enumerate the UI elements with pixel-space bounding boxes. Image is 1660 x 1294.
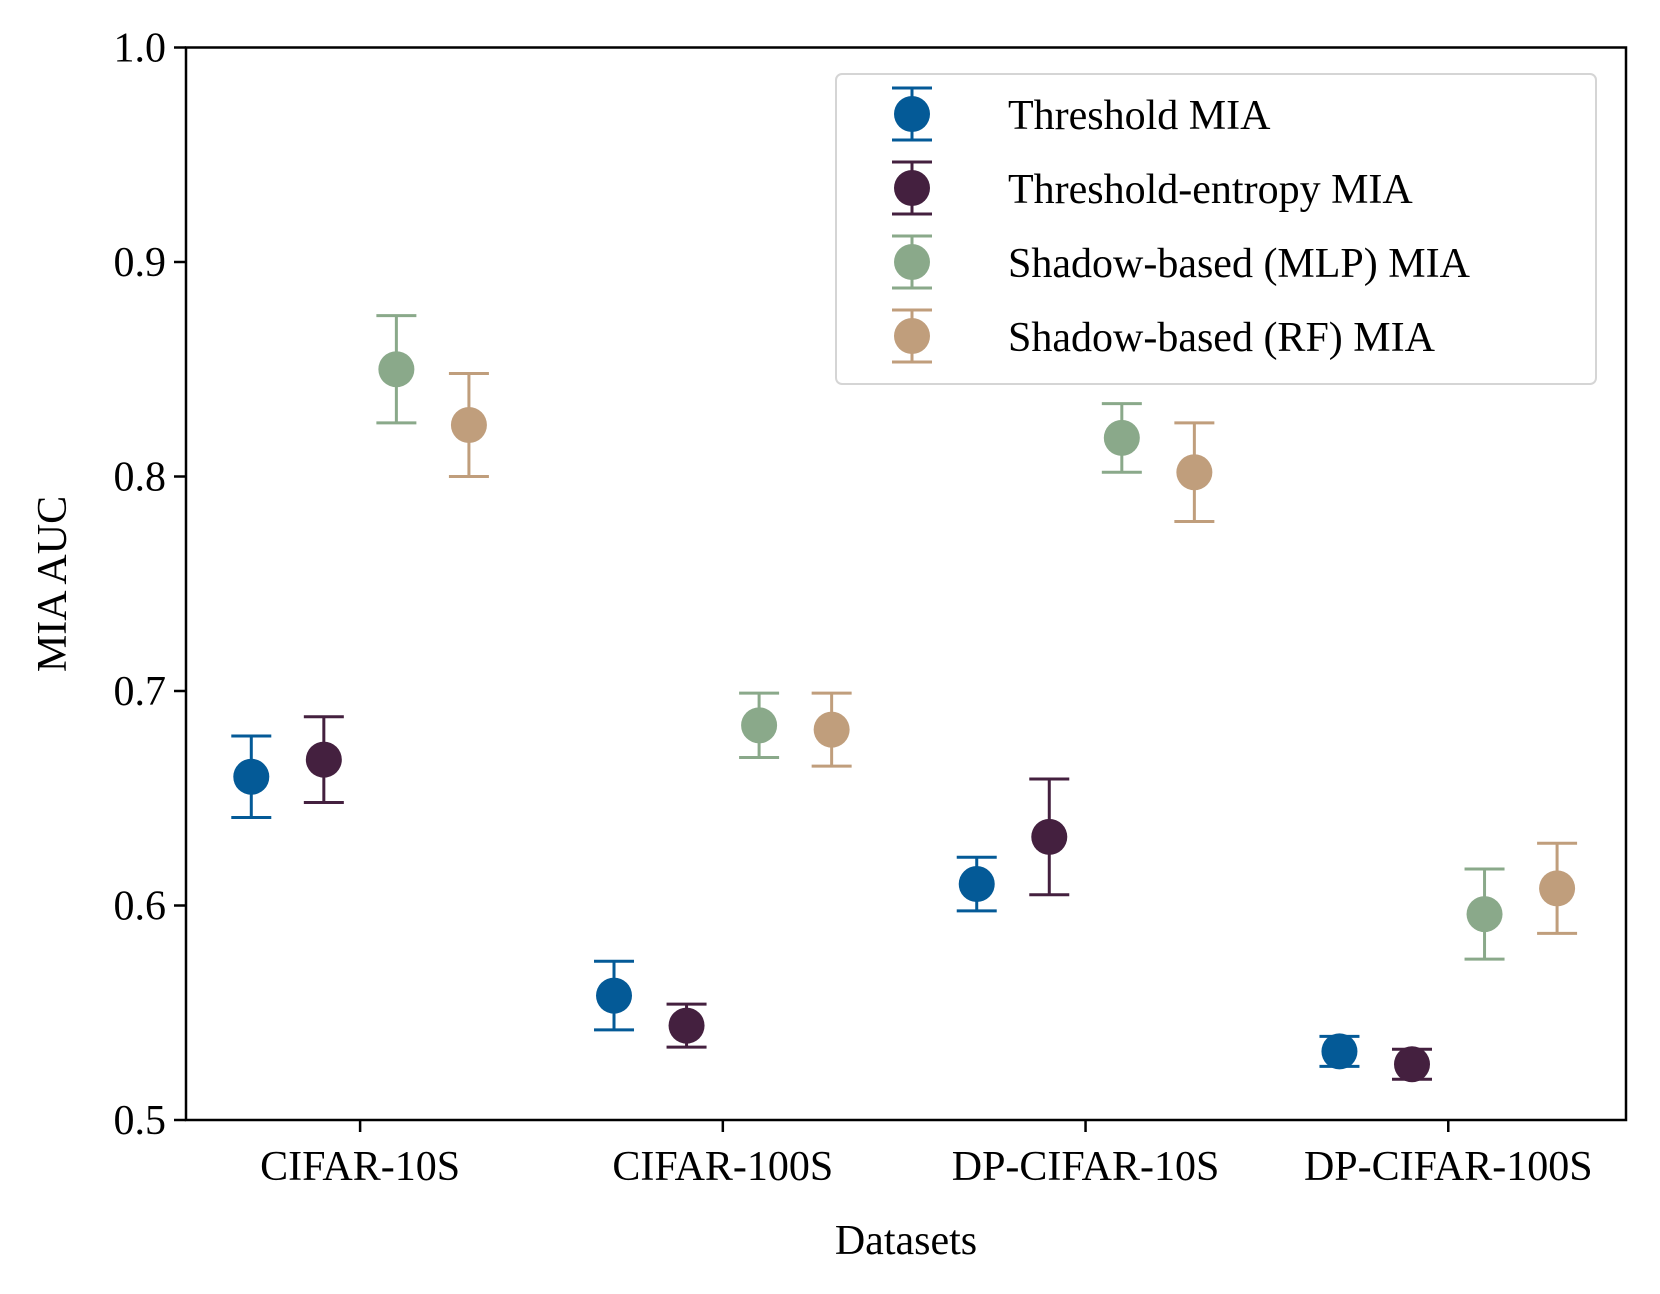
legend-label: Threshold-entropy MIA xyxy=(1008,167,1413,213)
plot-marks xyxy=(231,314,1578,1083)
x-axis: CIFAR-10S CIFAR-100S DP-CIFAR-10S DP-CIFAR-… xyxy=(260,1120,1593,1190)
y-axis: 0.5 0.6 0.7 0.8 0.9 1.0 xyxy=(114,26,186,1144)
x-tick-label: CIFAR-100S xyxy=(612,1144,833,1190)
data-point xyxy=(958,866,995,903)
data-point xyxy=(233,758,270,795)
legend-marker xyxy=(894,244,930,280)
data-point xyxy=(1321,1033,1358,1070)
data-point xyxy=(305,741,342,778)
legend-frame xyxy=(835,73,1597,385)
x-axis-label: Datasets xyxy=(835,1218,977,1264)
data-point xyxy=(450,407,487,444)
y-axis-label: MIA AUC xyxy=(30,496,76,672)
data-point xyxy=(813,711,850,748)
y-tick-label: 0.7 xyxy=(114,669,167,715)
y-tick-label: 0.9 xyxy=(114,240,167,286)
x-tick-label: CIFAR-10S xyxy=(260,1144,460,1190)
legend-item: Shadow-based (RF) MIA xyxy=(892,308,1436,364)
data-point xyxy=(668,1007,705,1044)
y-tick-label: 1.0 xyxy=(114,26,167,72)
data-point xyxy=(741,707,778,744)
legend-item: Threshold MIA xyxy=(892,86,1271,142)
x-tick-label: DP-CIFAR-10S xyxy=(952,1144,1220,1190)
legend-label: Shadow-based (RF) MIA xyxy=(1008,315,1436,361)
data-point xyxy=(1103,419,1140,456)
data-point xyxy=(1393,1046,1430,1083)
data-point xyxy=(1176,454,1213,491)
legend-label: Shadow-based (MLP) MIA xyxy=(1008,241,1471,287)
plot-frame xyxy=(184,46,1628,1122)
legend-marker xyxy=(894,170,930,206)
data-point xyxy=(1466,896,1503,933)
legend: Threshold MIA Threshold-entropy MIA Shadow… xyxy=(835,73,1597,385)
y-tick-label: 0.6 xyxy=(114,884,167,930)
series-2 xyxy=(376,314,1505,961)
legend-marker xyxy=(894,318,930,354)
legend-label: Threshold MIA xyxy=(1008,93,1271,139)
y-tick-label: 0.8 xyxy=(114,455,167,501)
data-point xyxy=(596,977,633,1014)
legend-item: Threshold-entropy MIA xyxy=(892,160,1413,216)
series-1 xyxy=(303,715,1432,1083)
data-point xyxy=(1031,818,1068,855)
data-point xyxy=(378,351,415,388)
legend-marker xyxy=(894,96,930,132)
series-0 xyxy=(231,734,1360,1070)
y-tick-label: 0.5 xyxy=(114,1098,167,1144)
series-3 xyxy=(448,372,1578,935)
x-tick-label: DP-CIFAR-100S xyxy=(1304,1144,1593,1190)
data-point xyxy=(1539,870,1576,907)
legend-item: Shadow-based (MLP) MIA xyxy=(892,234,1471,290)
